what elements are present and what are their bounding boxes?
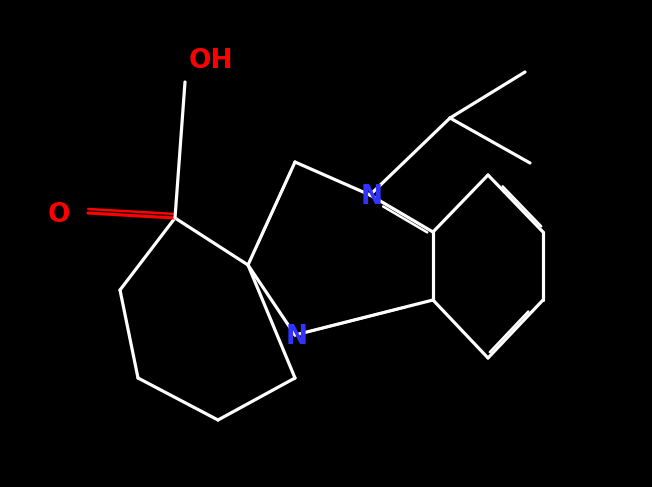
Text: OH: OH <box>189 48 233 74</box>
Text: N: N <box>361 184 383 210</box>
Text: O: O <box>48 202 70 228</box>
Text: N: N <box>286 324 308 350</box>
